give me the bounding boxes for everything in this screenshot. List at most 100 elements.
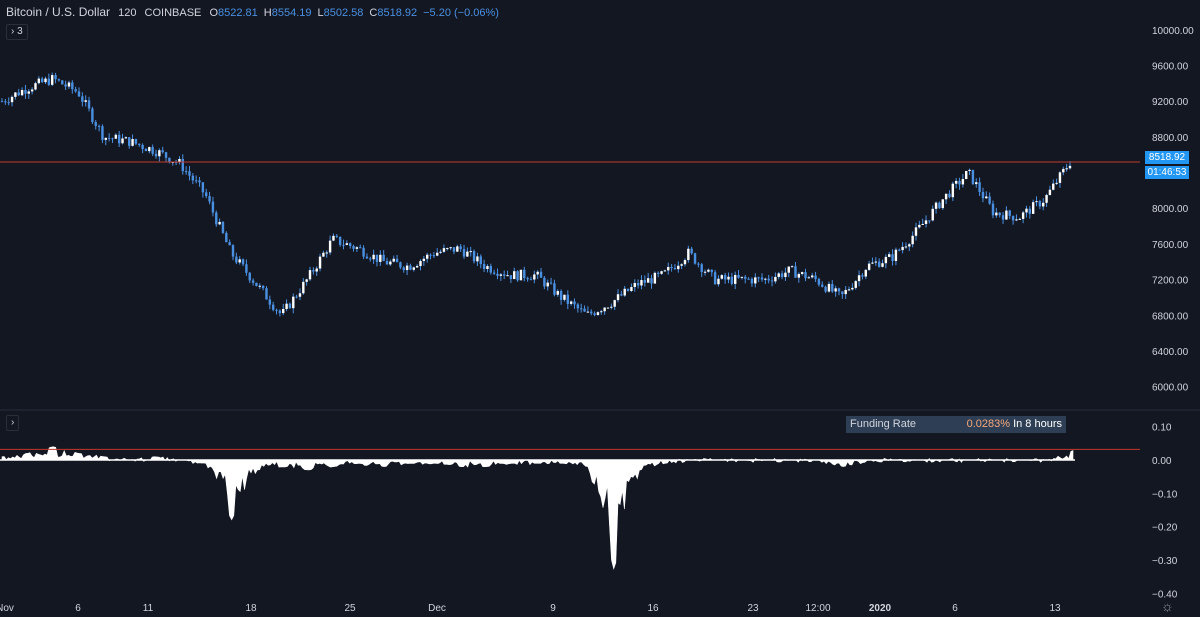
candle-body (335, 235, 338, 237)
candle-body (201, 182, 205, 193)
funding-axis-tick: −0.20 (1152, 523, 1178, 534)
time-axis-tick: 23 (747, 603, 759, 614)
candle-body (697, 263, 700, 265)
candle-body (348, 243, 352, 247)
funding-axis-tick: 0.10 (1152, 423, 1172, 434)
candle-body (1045, 194, 1048, 203)
candle-body (117, 134, 121, 144)
candle-body (44, 78, 47, 83)
candle-body (559, 291, 563, 300)
candle-body (158, 150, 161, 157)
collapse-indicators-button[interactable]: › 3 (6, 24, 28, 40)
candle-body (811, 275, 814, 278)
candle-body (476, 256, 479, 262)
candle-body (446, 248, 449, 250)
candle-body (616, 294, 620, 301)
funding-axis-tick: −0.10 (1152, 489, 1178, 500)
candle-body (144, 148, 148, 152)
candle-body (422, 258, 426, 262)
candle-body (780, 273, 784, 278)
candle-body (188, 171, 191, 176)
candle-body (754, 277, 757, 284)
expand-indicator-legend-button[interactable]: › (6, 415, 20, 431)
candle-body (600, 311, 603, 313)
candle-body (77, 91, 81, 97)
candle-body (831, 283, 834, 292)
candle-body (161, 150, 164, 153)
candle-body (777, 273, 780, 277)
price-axis-tick: 6800.00 (1152, 311, 1189, 322)
candle-body (636, 283, 640, 286)
candle-body (1031, 202, 1035, 214)
candle-body (231, 245, 235, 257)
candle-body (332, 235, 335, 241)
candle-body (251, 280, 255, 283)
candle-body (87, 100, 91, 109)
price-axis-tick: 7200.00 (1152, 276, 1189, 287)
candle-body (312, 270, 315, 272)
candle-body (248, 272, 251, 281)
candle-body (610, 306, 613, 308)
candle-body (680, 264, 683, 266)
candle-body (389, 261, 392, 265)
candle-body (308, 270, 312, 280)
candle-body (663, 270, 667, 272)
candle-body (569, 301, 573, 304)
candle-body (141, 145, 144, 149)
candle-body (228, 242, 231, 246)
time-axis-tick: 11 (143, 603, 154, 614)
candle-body (17, 92, 20, 96)
candle-body (744, 276, 747, 279)
candle-body (683, 260, 687, 265)
candle-body (107, 137, 111, 139)
candle-body (24, 89, 27, 94)
chevron-right-icon: › (11, 26, 15, 37)
candle-body (867, 263, 871, 270)
candle-body (844, 289, 847, 295)
candle-body (794, 266, 797, 278)
symbol-name[interactable]: Bitcoin / U.S. Dollar (6, 5, 111, 19)
candle-body (516, 271, 519, 281)
candle-body (218, 221, 221, 225)
candle-body (667, 266, 670, 271)
candle-body (864, 269, 867, 277)
candle-body (74, 89, 77, 92)
funding-rate-value: 0.0283% (966, 418, 1011, 430)
candle-body (385, 261, 389, 265)
time-axis-tick: 18 (245, 603, 257, 614)
candle-body (841, 291, 844, 295)
candle-body (168, 157, 171, 163)
candle-body (737, 274, 740, 278)
candle-body (365, 256, 369, 259)
candle-body (931, 208, 934, 221)
candle-body (369, 258, 372, 260)
time-axis-tick: 2020 (869, 603, 892, 614)
candle-body (723, 275, 727, 280)
low-value: 8502.58 (323, 7, 364, 19)
candle-body (359, 247, 362, 249)
candle-body (425, 254, 429, 259)
candle-body (322, 252, 325, 257)
candle-body (730, 276, 734, 284)
candle-body (148, 147, 151, 152)
candle-body (526, 278, 529, 280)
chevron-right-icon: › (11, 417, 15, 428)
candle-body (375, 254, 379, 262)
funding-rate-label: Funding Rate 0.0283% In 8 hours (846, 416, 1066, 433)
candle-body (1055, 182, 1058, 184)
candle-body (563, 294, 566, 300)
change-value: −5.20 (−0.06%) (423, 7, 499, 19)
candle-body (352, 246, 355, 249)
candle-body (459, 246, 462, 250)
candle-body (288, 303, 292, 309)
gear-icon[interactable]: ☼ (1161, 598, 1174, 614)
candle-body (456, 246, 459, 252)
candle-body (971, 169, 975, 185)
candle-body (968, 169, 971, 171)
candle-body (827, 283, 831, 292)
candle-body (285, 303, 288, 309)
interval[interactable]: 120 (118, 7, 137, 19)
funding-rate-area (1, 446, 1074, 570)
candle-body (181, 158, 184, 172)
